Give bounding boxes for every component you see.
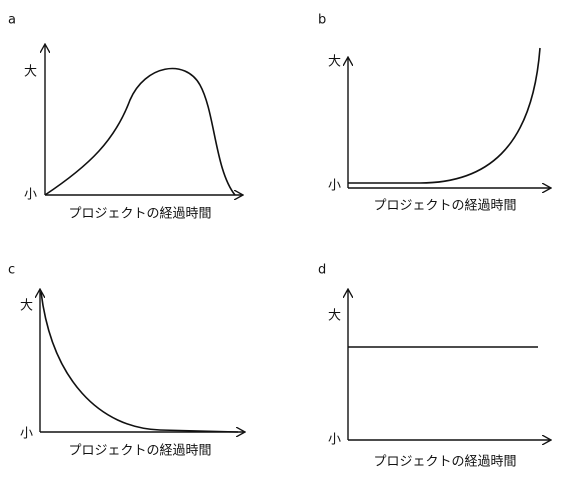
panel-label: a (8, 13, 16, 28)
y-max-label: 大 (24, 65, 37, 80)
curve (40, 291, 239, 433)
panel-label: b (318, 13, 326, 28)
x-axis-label: プロジェクトの経過時間 (373, 199, 516, 214)
panel-a: a 大 小 プロジェクトの経過時間 (8, 13, 242, 222)
curve (44, 67, 236, 196)
y-min-label: 小 (328, 179, 341, 194)
y-max-label: 大 (20, 299, 33, 314)
panel-c: c 大 小 プロジェクトの経過時間 (8, 263, 244, 459)
x-axis-label: プロジェクトの経過時間 (68, 444, 211, 459)
panel-b: b 大 小 プロジェクトの経過時間 (318, 13, 550, 214)
x-axis-label: プロジェクトの経過時間 (373, 455, 516, 470)
panel-label: c (8, 263, 15, 278)
x-axis-label: プロジェクトの経過時間 (68, 207, 211, 222)
y-min-label: 小 (20, 427, 33, 442)
curve (348, 47, 541, 184)
panel-label: d (318, 263, 326, 278)
y-max-label: 大 (328, 55, 341, 70)
panel-d: d 大 小 プロジェクトの経過時間 (318, 263, 550, 470)
y-min-label: 小 (24, 188, 37, 203)
y-max-label: 大 (328, 309, 341, 324)
y-min-label: 小 (328, 433, 341, 448)
